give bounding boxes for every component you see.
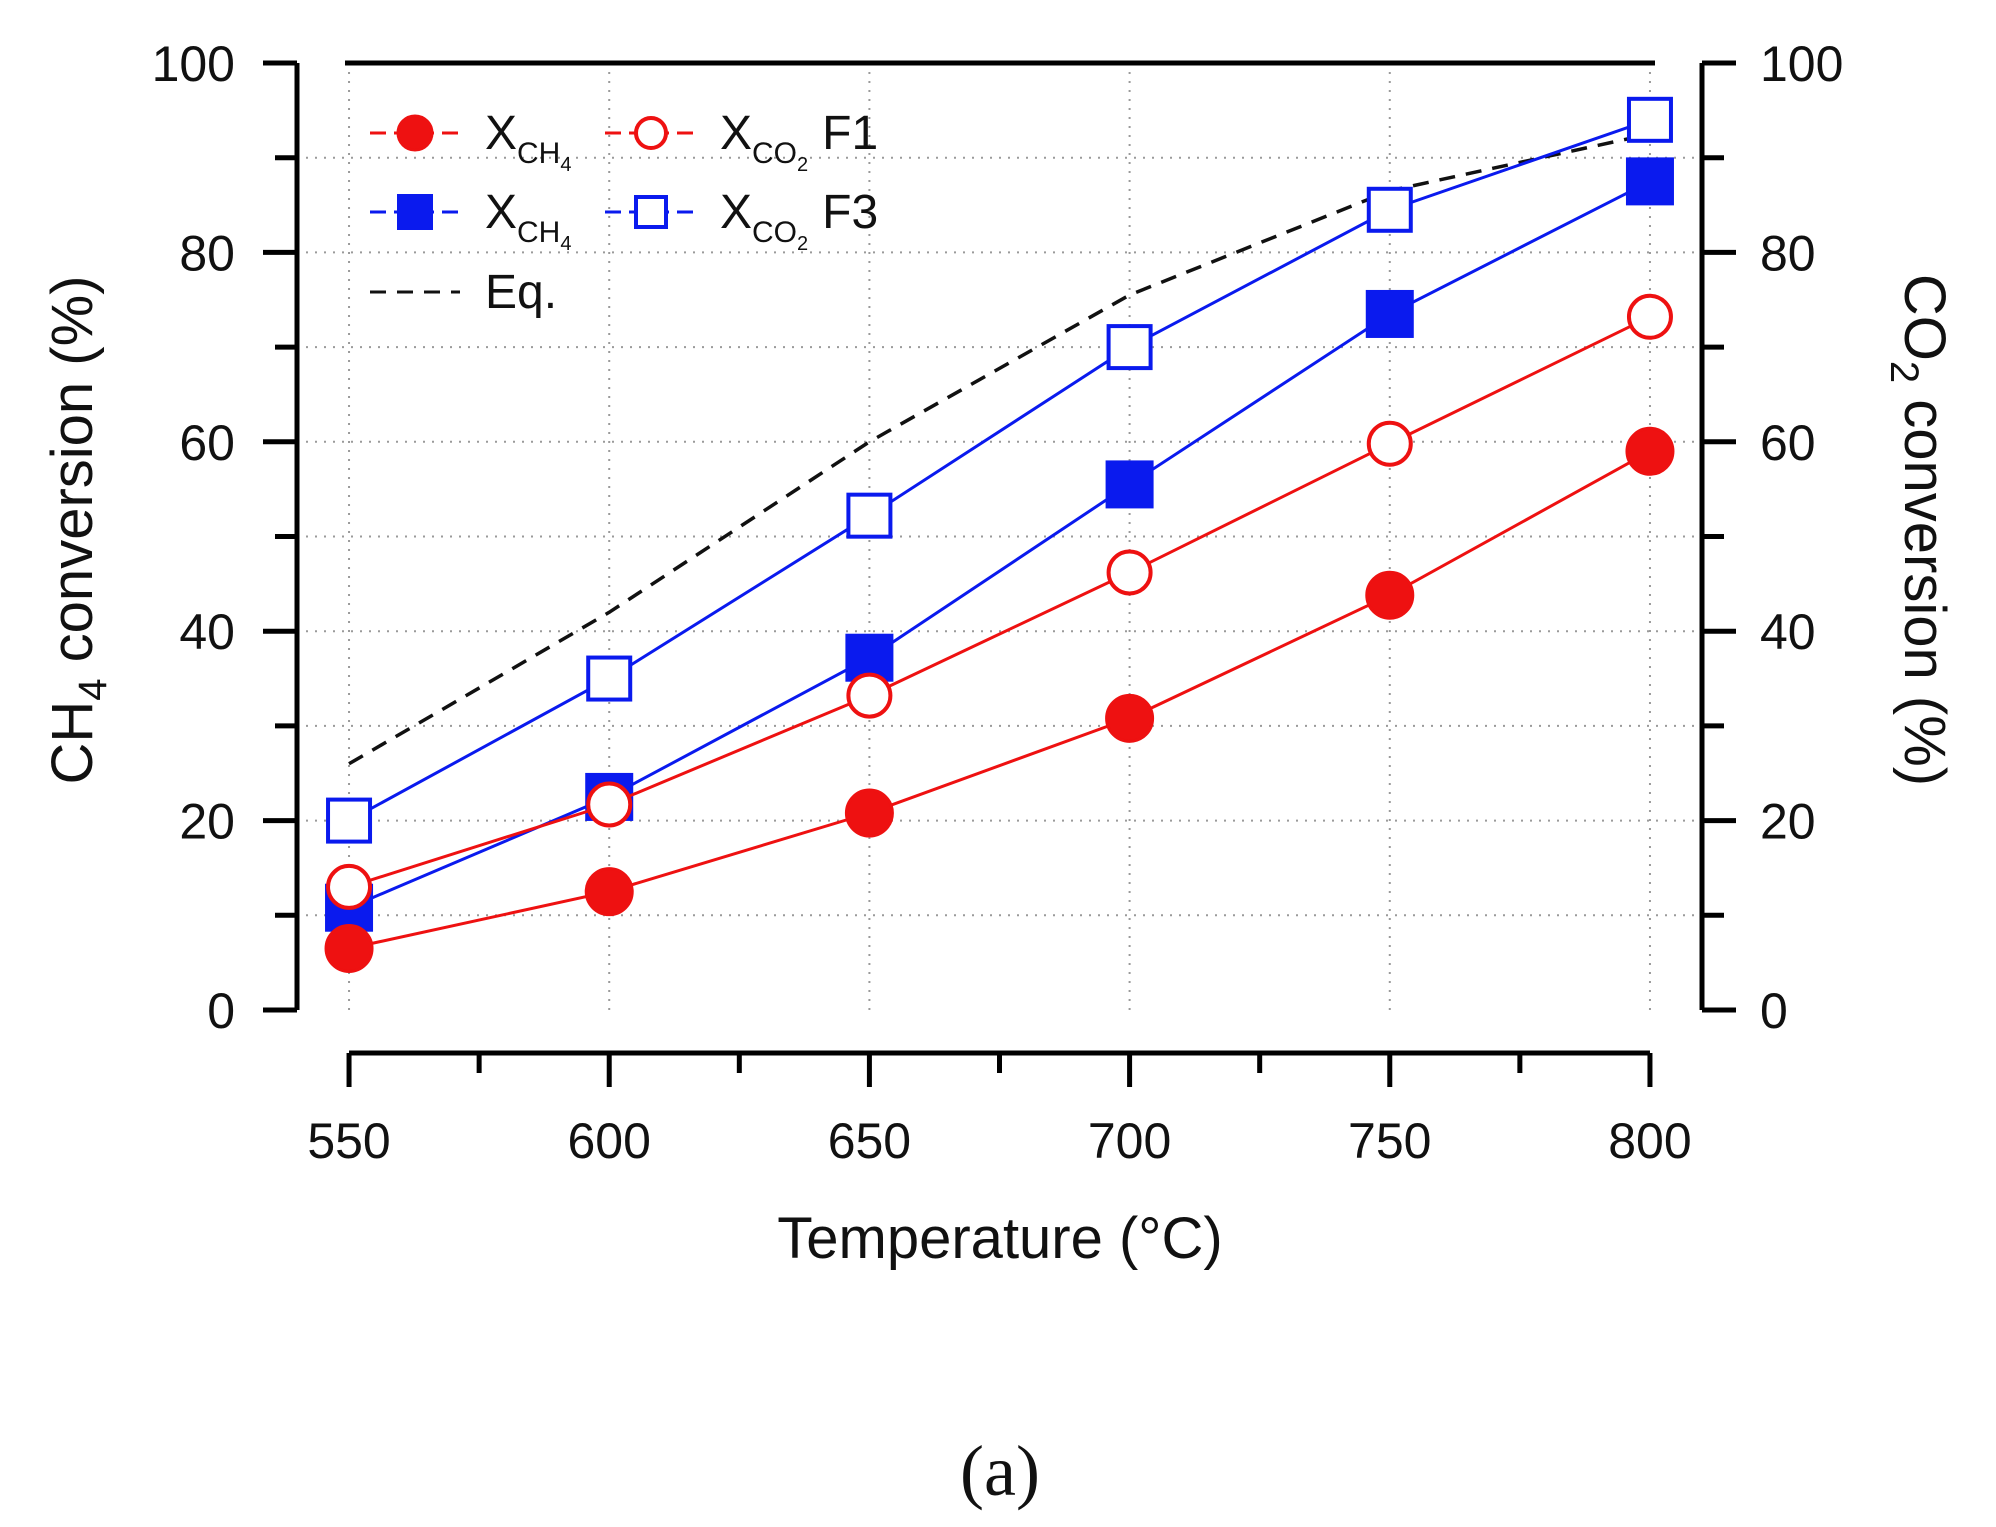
y-left-title-sub: 4 (71, 678, 115, 700)
y-left-tick-label: 20 (179, 794, 235, 850)
series-x-ch4-f1 (324, 426, 1675, 973)
x-tick-label: 550 (307, 1113, 390, 1169)
data-point (326, 797, 373, 844)
y-right-tick-label: 80 (1760, 225, 1816, 281)
series-line (348, 132, 1651, 766)
y-right-title-main: CO (1892, 274, 1957, 361)
legend-swatch-marker (634, 116, 668, 150)
data-point (1626, 293, 1673, 340)
series (324, 96, 1675, 973)
legend-swatch-marker (634, 195, 668, 229)
x-tick-label: 600 (568, 1113, 651, 1169)
x-tick-label: 650 (828, 1113, 911, 1169)
data-point (586, 655, 633, 702)
data-point (1106, 549, 1153, 596)
legend-item-eq: Eq. (370, 266, 557, 319)
legend-swatch-marker (397, 194, 433, 230)
data-point (1626, 96, 1673, 143)
data-point (1625, 157, 1674, 206)
x-tick-label: 800 (1608, 1113, 1691, 1169)
x-tick-label: 750 (1348, 1113, 1431, 1169)
series-line (348, 180, 1651, 910)
legend-label: Eq. (485, 266, 557, 319)
y-left-tick-label: 40 (179, 604, 235, 660)
legend: XCH4 XCO2F1 XCH4 XCO2F3 Eq. (370, 107, 878, 319)
data-point (1366, 420, 1413, 467)
y-axis-right-title: CO2 conversion (%) (1882, 274, 1957, 786)
y-left-title-rest: conversion (%) (40, 276, 105, 679)
x-axis-title: Temperature (°C) (777, 1206, 1222, 1271)
data-point (846, 672, 893, 719)
y-left-tick-label: 80 (179, 225, 235, 281)
y-axis-left-title: CH4 conversion (%) (40, 276, 115, 785)
data-point (586, 781, 633, 828)
y-right-title-sub: 2 (1882, 361, 1926, 383)
y-right-tick-label: 100 (1760, 36, 1843, 92)
legend-label: XCO2F3 (720, 186, 878, 255)
legend-label: XCH4 (485, 107, 571, 176)
y-left-title-main: CH (40, 701, 105, 785)
y-left-tick-label: 100 (152, 36, 235, 92)
data-point (1105, 460, 1154, 509)
axes: 0 20 40 60 80 100 0 20 40 60 80 100 550 600 650 700 750 8… (152, 36, 1844, 1169)
legend-item: XCO2F1 (605, 107, 878, 176)
series-eq- (348, 132, 1651, 766)
y-left-tick-label: 0 (207, 983, 235, 1039)
y-right-title-rest: conversion (%) (1892, 383, 1957, 786)
y-right-tick-label: 0 (1760, 983, 1788, 1039)
figure-caption: (a) (960, 1431, 1040, 1511)
legend-label: XCO2F1 (720, 107, 878, 176)
y-right-tick-label: 40 (1760, 604, 1816, 660)
svg-text:CH4 conversion (%): CH4 conversion (%) (40, 276, 115, 785)
data-point (324, 923, 374, 973)
y-right-tick-label: 60 (1760, 415, 1816, 471)
grid (297, 63, 1702, 1010)
data-point (1366, 186, 1413, 233)
series-x-co2-f1 (326, 293, 1673, 910)
data-point (584, 867, 634, 917)
y-left-tick-label: 60 (179, 415, 235, 471)
legend-swatch-marker (396, 114, 434, 152)
data-point (326, 863, 373, 910)
data-point (846, 492, 893, 539)
legend-item: XCO2F3 (605, 186, 878, 255)
legend-label: XCH4 (485, 186, 571, 255)
x-tick-label: 700 (1088, 1113, 1171, 1169)
data-point (1365, 570, 1415, 620)
data-point (1105, 693, 1155, 743)
series-line (348, 118, 1651, 822)
series-line (348, 315, 1651, 889)
svg-text:CO2 conversion (%): CO2 conversion (%) (1882, 274, 1957, 786)
series-x-co2-f3 (326, 96, 1673, 844)
data-point (844, 788, 894, 838)
legend-item: XCH4 (370, 186, 571, 255)
series-line (348, 449, 1651, 950)
data-point (1625, 426, 1675, 476)
data-point (1106, 324, 1153, 371)
data-point (1365, 289, 1414, 338)
legend-item: XCH4 (370, 107, 571, 176)
y-right-tick-label: 20 (1760, 794, 1816, 850)
